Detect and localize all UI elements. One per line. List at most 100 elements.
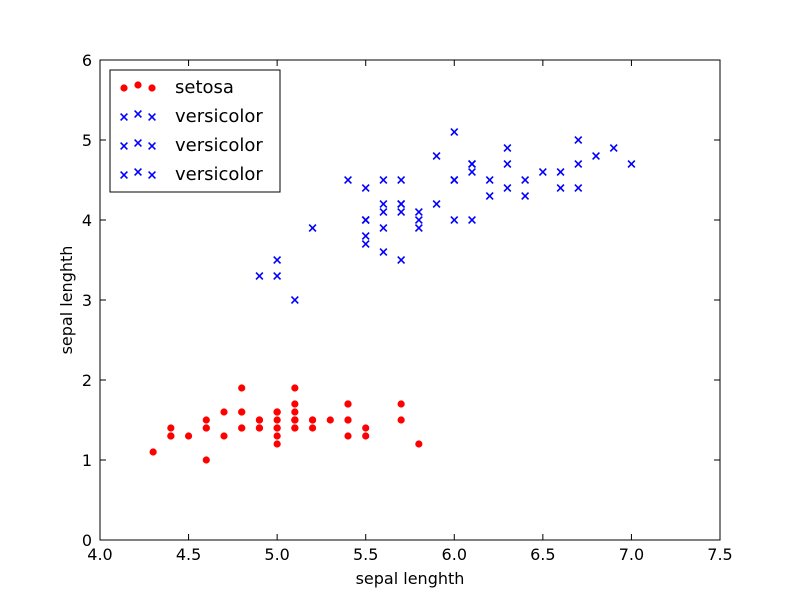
setosa-point bbox=[362, 424, 370, 432]
versicolor-point bbox=[361, 184, 370, 192]
versicolor-point bbox=[538, 168, 547, 176]
versicolor-point bbox=[379, 208, 388, 216]
setosa-point bbox=[149, 448, 157, 456]
setosa-point bbox=[255, 416, 264, 424]
versicolor-point bbox=[574, 136, 583, 144]
setosa-point bbox=[291, 408, 299, 416]
x-axis-label: sepal lenghth bbox=[356, 569, 465, 588]
setosa-point bbox=[238, 424, 246, 432]
setosa-point bbox=[202, 456, 210, 464]
legend-x-marker bbox=[134, 168, 142, 176]
versicolor-point bbox=[361, 232, 370, 240]
versicolor-point bbox=[485, 176, 494, 184]
versicolor-point bbox=[450, 176, 459, 184]
setosa-point bbox=[167, 424, 175, 432]
versicolor-point bbox=[273, 256, 282, 264]
x-tick-label: 6.0 bbox=[442, 545, 467, 564]
x-tick-label: 7.5 bbox=[707, 545, 732, 564]
versicolor-point bbox=[450, 128, 459, 136]
versicolor-point bbox=[450, 216, 459, 224]
y-tick-label: 3 bbox=[82, 291, 92, 310]
versicolor-point bbox=[273, 272, 282, 280]
setosa-point bbox=[291, 384, 299, 392]
versicolor-point bbox=[503, 184, 512, 192]
versicolor-point bbox=[574, 184, 583, 192]
legend-label: versicolor bbox=[175, 135, 263, 156]
setosa-point bbox=[273, 408, 281, 416]
legend: setosa versicolor versicolor versicolor bbox=[109, 69, 281, 193]
versicolor-point bbox=[432, 200, 441, 208]
versicolor-point bbox=[556, 168, 565, 176]
setosa-point bbox=[308, 424, 317, 432]
versicolor-point bbox=[503, 144, 512, 152]
setosa-point bbox=[220, 408, 228, 416]
legend-label: versicolor bbox=[175, 164, 263, 185]
versicolor-point bbox=[468, 160, 476, 168]
y-axis-label: sepal lenghth bbox=[57, 246, 76, 355]
legend-label: setosa bbox=[175, 77, 234, 98]
setosa-point bbox=[397, 416, 405, 424]
setosa-point bbox=[238, 384, 246, 392]
setosa-point bbox=[273, 432, 281, 440]
versicolor-point bbox=[397, 176, 406, 184]
x-tick-label: 4.5 bbox=[176, 545, 201, 564]
versicolor-point bbox=[521, 192, 530, 200]
y-tick-label: 5 bbox=[82, 131, 92, 150]
setosa-point bbox=[291, 416, 299, 424]
versicolor-point bbox=[361, 216, 370, 224]
versicolor-point bbox=[361, 240, 370, 248]
legend-x-marker bbox=[134, 110, 142, 118]
versicolor-point bbox=[627, 160, 636, 168]
y-tick-label: 6 bbox=[82, 51, 92, 70]
versicolor-point bbox=[468, 168, 476, 176]
versicolor-point bbox=[397, 208, 406, 216]
x-tick-label: 5.5 bbox=[353, 545, 378, 564]
legend-circle-marker bbox=[148, 84, 156, 92]
setosa-point bbox=[362, 432, 370, 440]
y-tick-label: 1 bbox=[82, 451, 92, 470]
data-points bbox=[149, 128, 636, 464]
versicolor-point bbox=[255, 272, 264, 280]
versicolor-point bbox=[344, 176, 352, 184]
y-tick-label: 0 bbox=[82, 531, 92, 550]
legend-x-marker bbox=[148, 171, 156, 179]
legend-x-marker bbox=[120, 171, 128, 179]
versicolor-point bbox=[308, 224, 317, 232]
setosa-point bbox=[184, 432, 193, 440]
x-tick-label: 6.5 bbox=[530, 545, 555, 564]
setosa-point bbox=[291, 424, 299, 432]
legend-x-marker bbox=[148, 113, 156, 121]
legend-x-marker bbox=[120, 113, 128, 121]
setosa-point bbox=[220, 432, 228, 440]
versicolor-point bbox=[432, 152, 441, 160]
axis-ticks: 4.0 4.5 5.0 5.5 6.0 6.5 7.0 7.5 0 1 2 3 4 5 6 bbox=[82, 51, 733, 564]
setosa-point bbox=[415, 440, 423, 448]
setosa-point bbox=[344, 432, 352, 440]
versicolor-point bbox=[521, 176, 530, 184]
setosa-point bbox=[202, 416, 210, 424]
versicolor-point bbox=[468, 216, 476, 224]
versicolor-point bbox=[379, 200, 388, 208]
setosa-point bbox=[202, 424, 210, 432]
x-tick-label: 7.0 bbox=[619, 545, 644, 564]
setosa-point bbox=[273, 424, 281, 432]
versicolor-point bbox=[414, 208, 423, 216]
setosa-point bbox=[167, 432, 175, 440]
setosa-point bbox=[255, 424, 264, 432]
setosa-point bbox=[326, 416, 334, 424]
setosa-point bbox=[344, 416, 352, 424]
legend-x-marker bbox=[148, 142, 156, 150]
versicolor-point bbox=[379, 176, 388, 184]
versicolor-point bbox=[574, 160, 583, 168]
legend-circle-marker bbox=[134, 81, 142, 89]
x-tick-label: 5.0 bbox=[264, 545, 289, 564]
versicolor-point bbox=[290, 296, 299, 304]
setosa-point bbox=[397, 400, 405, 408]
legend-x-marker bbox=[134, 139, 142, 147]
legend-label: versicolor bbox=[175, 106, 263, 127]
setosa-point bbox=[238, 408, 246, 416]
x-tick-label: 4.0 bbox=[87, 545, 112, 564]
versicolor-point bbox=[609, 144, 618, 152]
versicolor-point bbox=[414, 224, 423, 232]
